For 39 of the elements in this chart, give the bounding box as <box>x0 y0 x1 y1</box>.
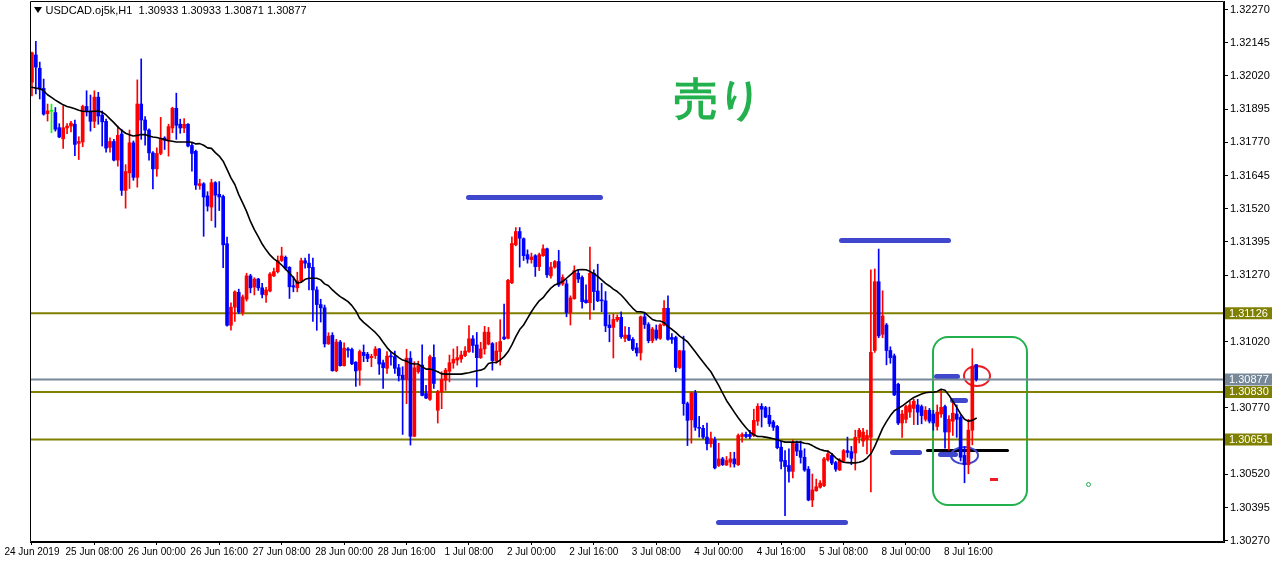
x-tick-label: 1 Jul 08:00 <box>444 545 494 557</box>
candlestick <box>623 326 627 343</box>
y-tick-label: 1.32145 <box>1230 35 1270 48</box>
x-tick-label: 8 Jul 16:00 <box>943 545 994 557</box>
ref-line-label: 1.30877 <box>1229 372 1269 385</box>
candlestick <box>517 227 522 268</box>
y-tick-label: 1.31020 <box>1230 334 1270 347</box>
y-tick-label: 1.31520 <box>1230 201 1270 214</box>
x-tick-label: 3 Jul 08:00 <box>631 545 682 557</box>
annotation: 売り <box>673 73 763 124</box>
x-tick-label: 27 Jun 08:00 <box>252 545 312 557</box>
x-tick-label: 2 Jul 16:00 <box>569 545 619 557</box>
x-tick-label: 24 Jun 2019 <box>4 545 60 557</box>
y-tick-label: 1.31770 <box>1230 135 1270 148</box>
y-tick-label: 1.30520 <box>1230 467 1270 480</box>
x-tick-label: 26 Jun 16:00 <box>190 545 249 557</box>
x-tick-label: 4 Jul 00:00 <box>694 545 744 557</box>
x-tick-label: 2 Jul 00:00 <box>506 545 557 557</box>
chart-title: USDCAD.oj5k,H1 1.30933 1.30933 1.30871 1.30877 <box>45 4 307 16</box>
ref-line-label: 1.31126 <box>1229 306 1268 319</box>
y-tick-label: 1.31395 <box>1230 234 1270 247</box>
y-tick-label: 1.30270 <box>1230 533 1270 546</box>
y-tick-label: 1.30395 <box>1230 500 1270 513</box>
x-tick-label: 28 Jun 00:00 <box>315 545 374 557</box>
x-tick-label: 28 Jun 16:00 <box>377 545 436 557</box>
x-tick-label: 26 Jun 00:00 <box>127 545 187 557</box>
y-tick-label: 1.32270 <box>1230 2 1270 15</box>
ref-line-label: 1.30830 <box>1229 385 1269 398</box>
x-tick-label: 5 Jul 08:00 <box>819 545 869 557</box>
ref-line-label: 1.30651 <box>1229 433 1269 446</box>
y-tick-label: 1.32020 <box>1230 68 1270 81</box>
x-tick-label: 4 Jul 16:00 <box>756 545 807 557</box>
candlestick <box>182 118 186 134</box>
x-tick-label: 8 Jul 00:00 <box>881 545 931 557</box>
y-tick-label: 1.31895 <box>1230 102 1270 115</box>
y-tick-label: 1.31645 <box>1230 168 1270 181</box>
x-tick-label: 25 Jun 08:00 <box>65 545 124 557</box>
y-tick-label: 1.30770 <box>1230 400 1270 413</box>
y-tick-label: 1.31270 <box>1230 268 1270 281</box>
